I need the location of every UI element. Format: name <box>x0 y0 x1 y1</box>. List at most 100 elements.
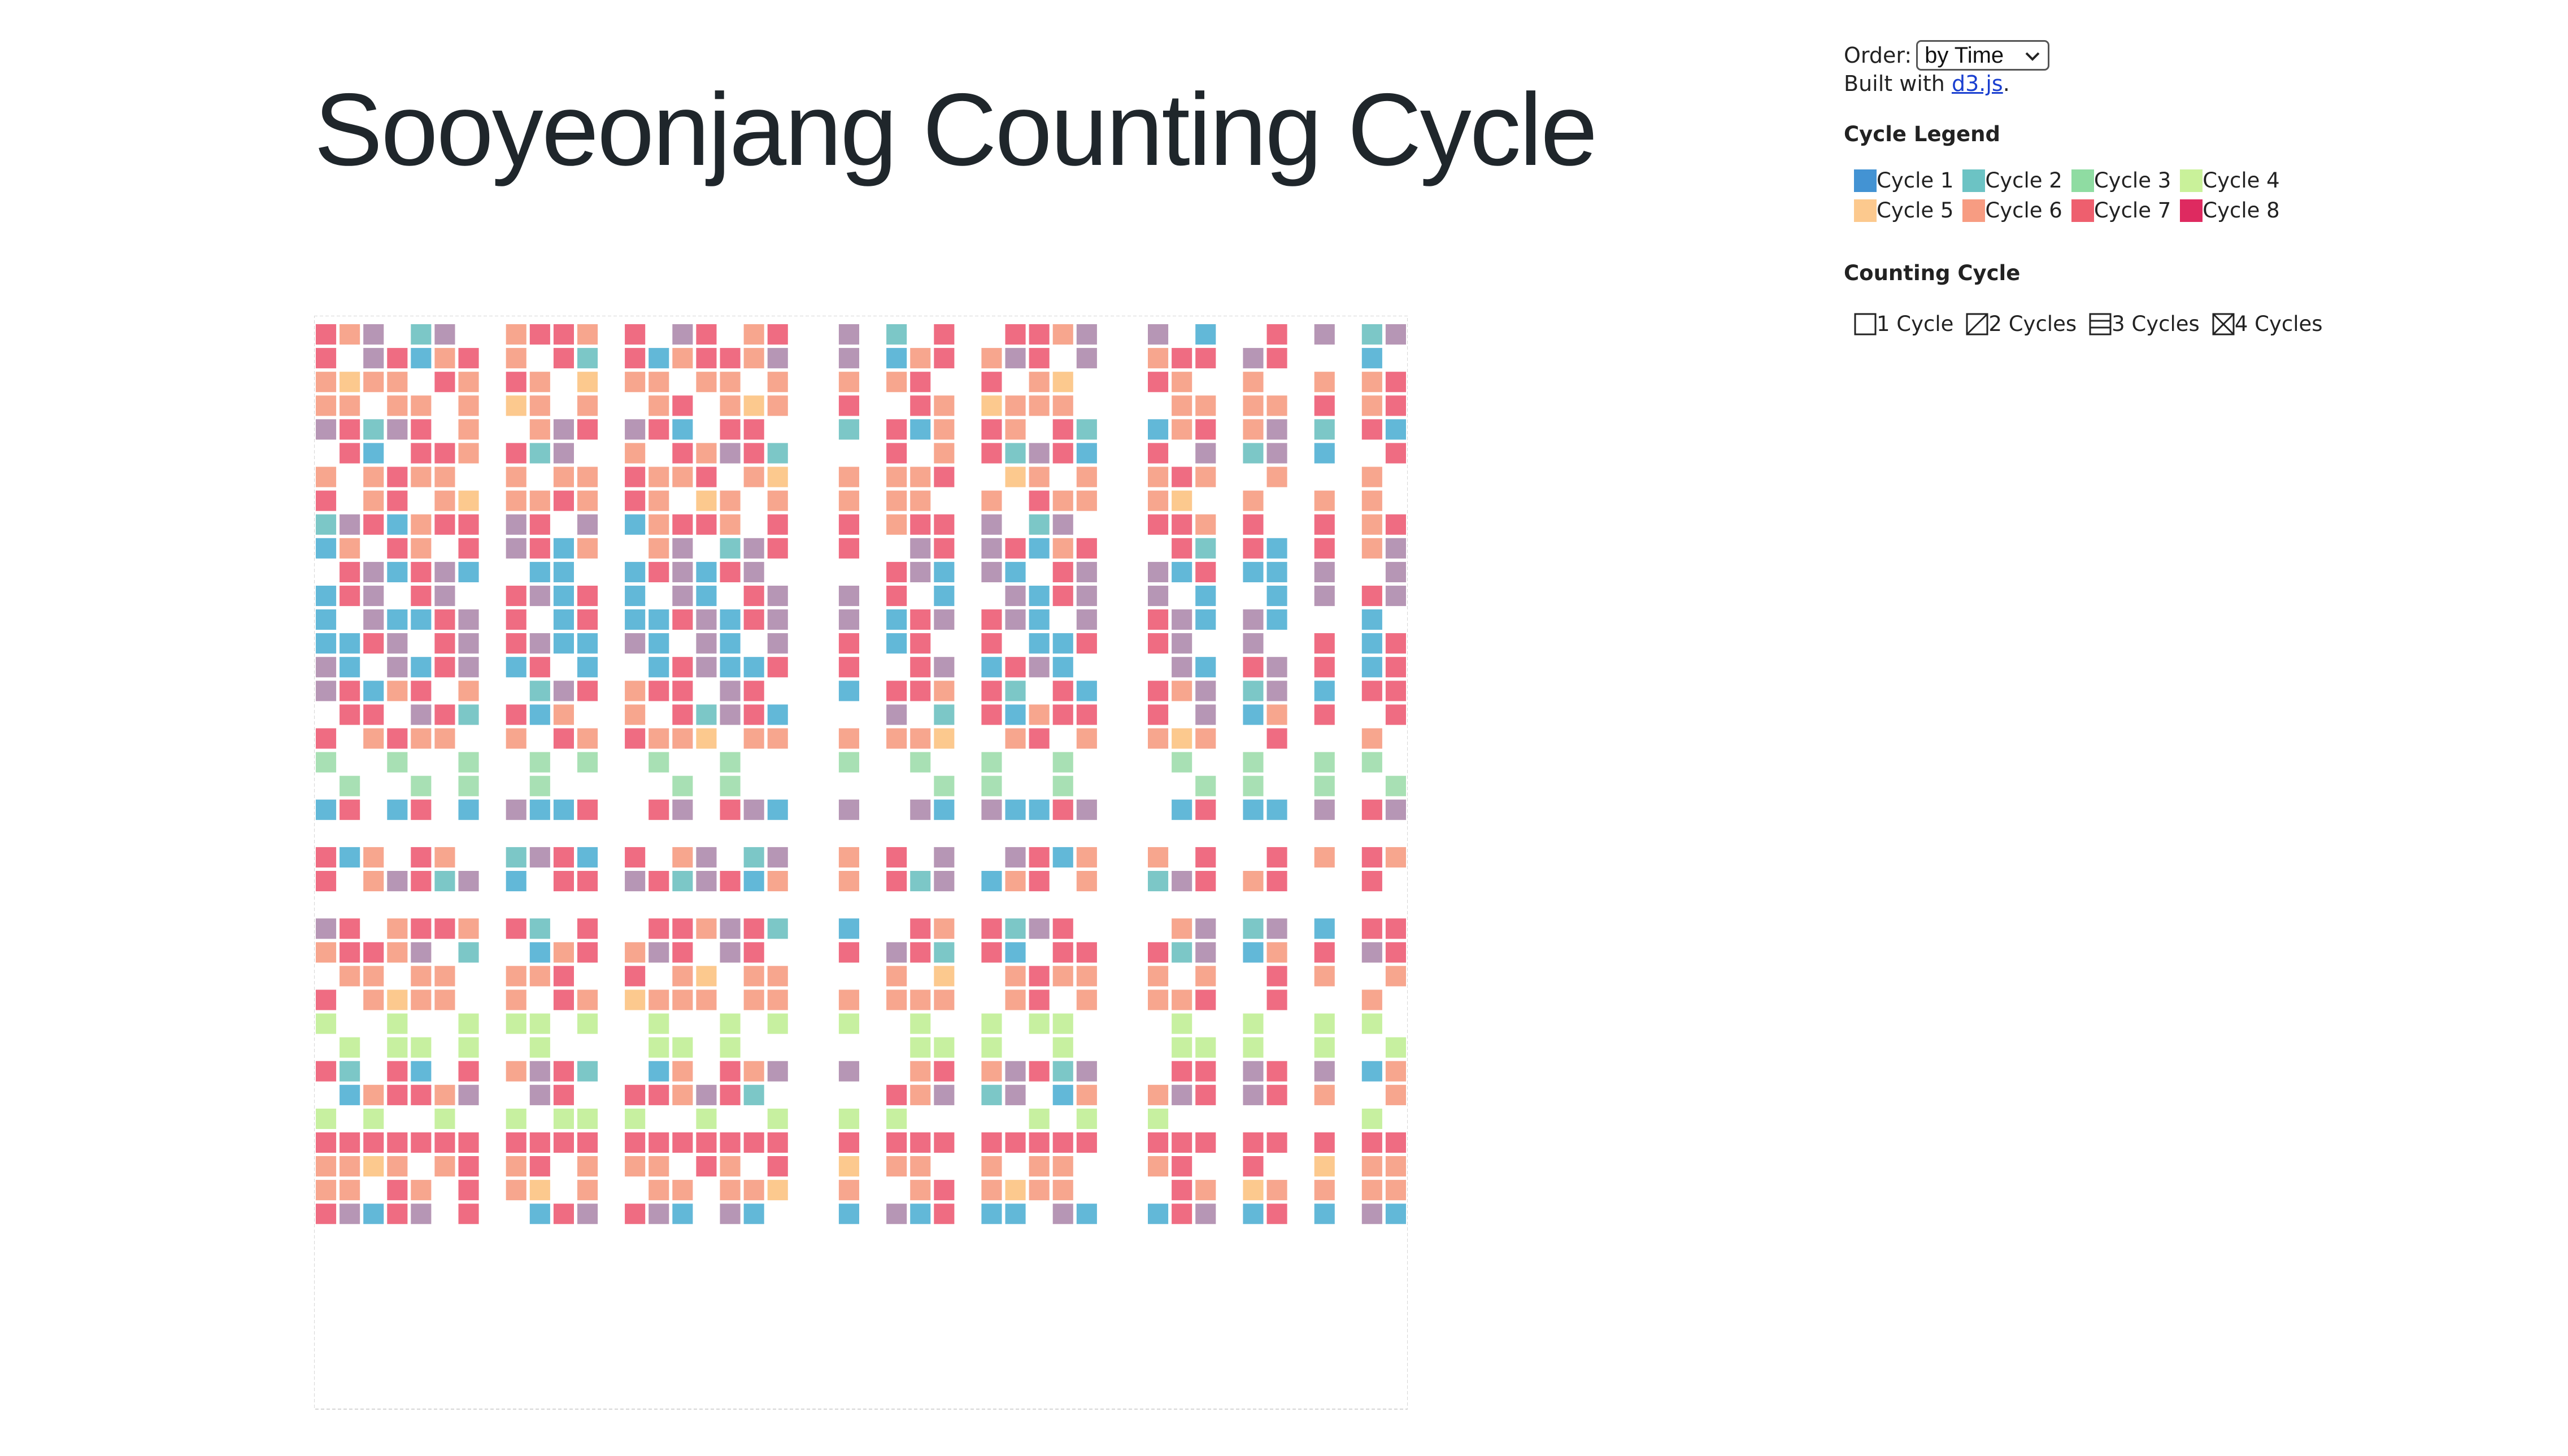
matrix-cell[interactable] <box>411 1132 432 1153</box>
matrix-cell[interactable] <box>1076 728 1097 749</box>
matrix-cell[interactable] <box>340 657 360 678</box>
matrix-cell[interactable] <box>577 395 598 416</box>
matrix-cell[interactable] <box>1005 657 1026 678</box>
matrix-cell[interactable] <box>1195 586 1216 607</box>
matrix-cell[interactable] <box>529 443 550 464</box>
matrix-cell[interactable] <box>1195 704 1216 725</box>
matrix-cell[interactable] <box>767 1132 788 1153</box>
matrix-cell[interactable] <box>1266 348 1287 369</box>
matrix-cell[interactable] <box>981 871 1002 892</box>
matrix-cell[interactable] <box>1052 847 1073 868</box>
matrix-cell[interactable] <box>529 561 550 582</box>
matrix-cell[interactable] <box>316 324 337 345</box>
matrix-cell[interactable] <box>1243 1061 1264 1082</box>
matrix-cell[interactable] <box>1005 324 1026 345</box>
matrix-cell[interactable] <box>1361 586 1382 607</box>
matrix-cell[interactable] <box>934 443 955 464</box>
matrix-cell[interactable] <box>720 775 741 796</box>
matrix-svg[interactable] <box>314 316 1408 1410</box>
matrix-cell[interactable] <box>1005 942 1026 963</box>
matrix-cell[interactable] <box>981 1013 1002 1034</box>
matrix-cell[interactable] <box>838 490 859 511</box>
matrix-cell[interactable] <box>743 609 764 630</box>
matrix-cell[interactable] <box>577 752 598 773</box>
matrix-cell[interactable] <box>934 918 955 939</box>
matrix-cell[interactable] <box>434 324 455 345</box>
matrix-cell[interactable] <box>1243 752 1264 773</box>
matrix-cell[interactable] <box>1266 704 1287 725</box>
matrix-cell[interactable] <box>981 704 1002 725</box>
matrix-cell[interactable] <box>1029 918 1050 939</box>
matrix-cell[interactable] <box>743 918 764 939</box>
matrix-cell[interactable] <box>387 467 408 487</box>
matrix-cell[interactable] <box>411 871 432 892</box>
matrix-cell[interactable] <box>363 942 384 963</box>
matrix-cell[interactable] <box>316 1156 337 1177</box>
matrix-cell[interactable] <box>1195 871 1216 892</box>
matrix-cell[interactable] <box>672 324 693 345</box>
matrix-cell[interactable] <box>886 1204 907 1224</box>
matrix-cell[interactable] <box>387 728 408 749</box>
matrix-cell[interactable] <box>910 989 931 1010</box>
matrix-cell[interactable] <box>672 586 693 607</box>
matrix-cell[interactable] <box>340 966 360 987</box>
matrix-cell[interactable] <box>838 942 859 963</box>
matrix-cell[interactable] <box>316 633 337 654</box>
matrix-cell[interactable] <box>672 1204 693 1224</box>
matrix-cell[interactable] <box>1172 657 1192 678</box>
matrix-cell[interactable] <box>981 609 1002 630</box>
matrix-cell[interactable] <box>1243 348 1264 369</box>
matrix-cell[interactable] <box>1385 372 1406 393</box>
matrix-cell[interactable] <box>1314 443 1335 464</box>
matrix-cell[interactable] <box>1195 1204 1216 1224</box>
matrix-cell[interactable] <box>720 395 741 416</box>
matrix-cell[interactable] <box>458 348 479 369</box>
matrix-cell[interactable] <box>1148 372 1169 393</box>
matrix-cell[interactable] <box>1172 1037 1192 1058</box>
matrix-cell[interactable] <box>1385 1204 1406 1224</box>
matrix-cell[interactable] <box>1314 633 1335 654</box>
matrix-cell[interactable] <box>529 538 550 559</box>
matrix-cell[interactable] <box>1266 1084 1287 1105</box>
matrix-cell[interactable] <box>1195 728 1216 749</box>
matrix-cell[interactable] <box>696 1156 717 1177</box>
matrix-cell[interactable] <box>1076 942 1097 963</box>
matrix-cell[interactable] <box>506 918 526 939</box>
matrix-cell[interactable] <box>553 681 574 701</box>
matrix-cell[interactable] <box>1195 657 1216 678</box>
matrix-cell[interactable] <box>553 419 574 440</box>
matrix-cell[interactable] <box>1172 871 1192 892</box>
matrix-cell[interactable] <box>1243 1013 1264 1034</box>
matrix-cell[interactable] <box>934 348 955 369</box>
matrix-cell[interactable] <box>1052 372 1073 393</box>
matrix-cell[interactable] <box>981 1156 1002 1177</box>
matrix-cell[interactable] <box>529 1037 550 1058</box>
matrix-cell[interactable] <box>696 467 717 487</box>
matrix-cell[interactable] <box>696 871 717 892</box>
matrix-cell[interactable] <box>506 514 526 535</box>
matrix-cell[interactable] <box>767 1108 788 1129</box>
matrix-cell[interactable] <box>696 348 717 369</box>
matrix-cell[interactable] <box>1361 1180 1382 1201</box>
matrix-cell[interactable] <box>1029 1180 1050 1201</box>
matrix-cell[interactable] <box>1172 942 1192 963</box>
matrix-cell[interactable] <box>458 918 479 939</box>
matrix-cell[interactable] <box>838 989 859 1010</box>
matrix-cell[interactable] <box>411 704 432 725</box>
matrix-cell[interactable] <box>625 1084 646 1105</box>
matrix-cell[interactable] <box>672 775 693 796</box>
matrix-cell[interactable] <box>1361 609 1382 630</box>
matrix-cell[interactable] <box>1266 538 1287 559</box>
matrix-cell[interactable] <box>981 490 1002 511</box>
matrix-cell[interactable] <box>1076 633 1097 654</box>
matrix-cell[interactable] <box>1361 1132 1382 1153</box>
matrix-cell[interactable] <box>1195 1132 1216 1153</box>
matrix-cell[interactable] <box>316 989 337 1010</box>
matrix-cell[interactable] <box>625 1108 646 1129</box>
matrix-cell[interactable] <box>411 609 432 630</box>
matrix-cell[interactable] <box>363 871 384 892</box>
matrix-cell[interactable] <box>838 514 859 535</box>
matrix-cell[interactable] <box>743 1204 764 1224</box>
matrix-cell[interactable] <box>1172 681 1192 701</box>
matrix-cell[interactable] <box>910 1013 931 1034</box>
